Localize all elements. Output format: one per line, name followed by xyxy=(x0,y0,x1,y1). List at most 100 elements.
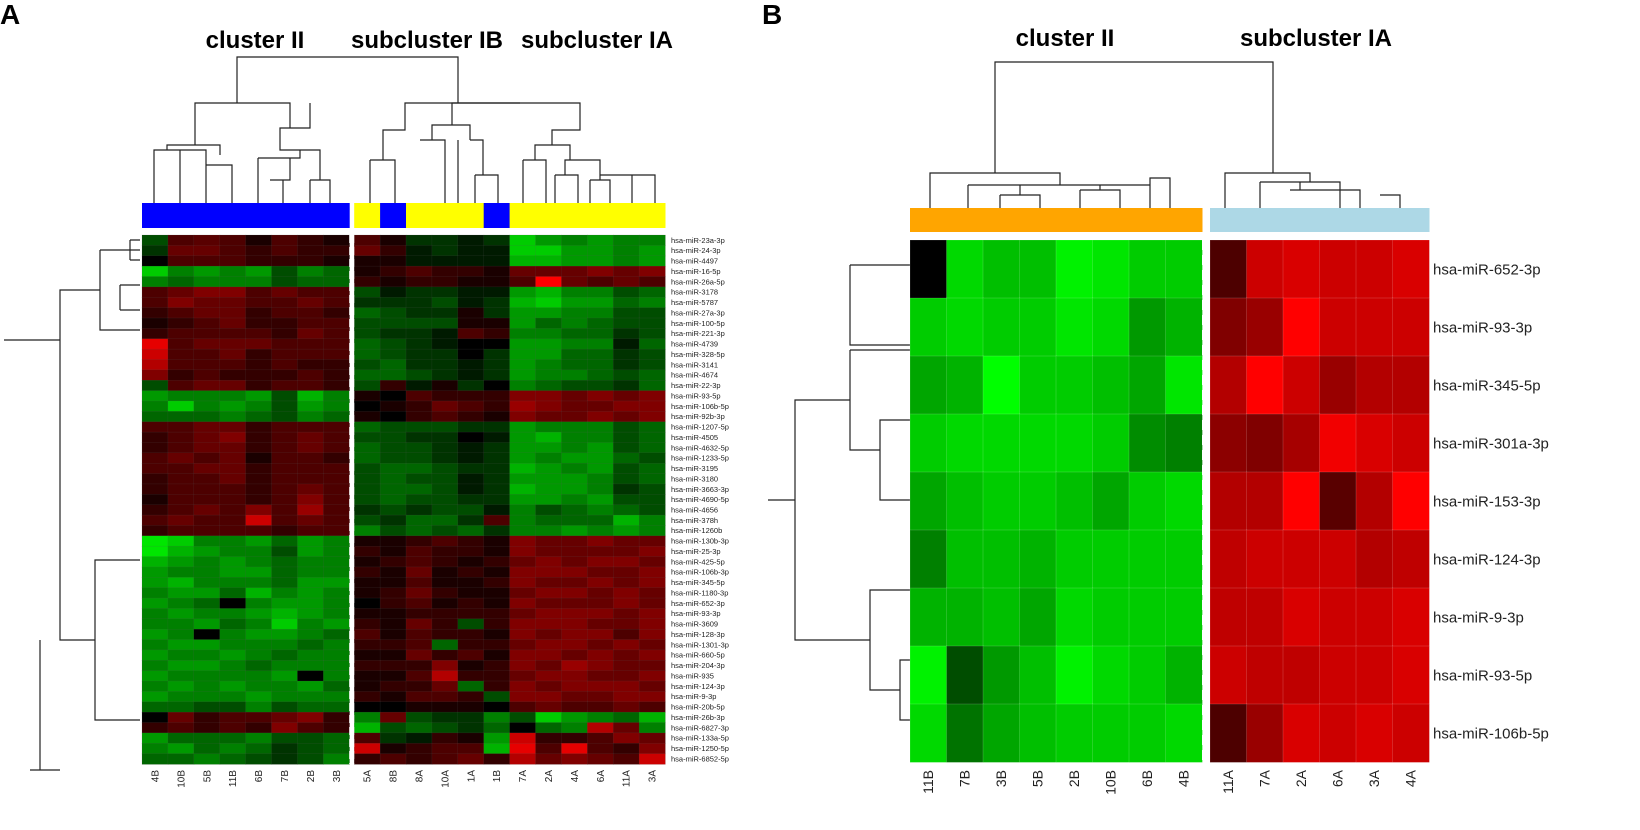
b-heatmap-cell xyxy=(1165,471,1203,531)
panel-a-row-labels: hsa-miR-23a-3phsa-miR-24-3phsa-miR-4497h… xyxy=(671,236,729,764)
b-column-label: 6A xyxy=(1330,769,1346,787)
a-heatmap-cell xyxy=(535,297,562,309)
a-heatmap-cell xyxy=(297,597,324,610)
a-heatmap-cell xyxy=(509,442,537,454)
b-heatmap-cell xyxy=(946,587,984,647)
a-heatmap-cell xyxy=(638,597,666,610)
a-heatmap-cell xyxy=(193,504,221,516)
a-heatmap-cell xyxy=(561,711,588,724)
a-heatmap-cell xyxy=(271,577,298,589)
a-heatmap-cell xyxy=(405,369,433,381)
a-heatmap-cell xyxy=(509,732,537,744)
a-heatmap-cell xyxy=(354,743,381,755)
b-heatmap-cell xyxy=(1165,587,1203,647)
a-heatmap-cell xyxy=(141,680,169,692)
a-heatmap-cell xyxy=(141,380,169,392)
a-heatmap-cell xyxy=(561,473,588,485)
a-heatmap-cell xyxy=(167,462,195,475)
b-heatmap-cell xyxy=(909,239,948,299)
a-heatmap-cell xyxy=(141,452,169,464)
a-heatmap-cell xyxy=(431,628,459,641)
a-heatmap-cell xyxy=(431,338,459,350)
a-heatmap-cell xyxy=(587,276,614,288)
a-heatmap-cell xyxy=(431,400,459,412)
a-heatmap-cell xyxy=(297,421,324,433)
a-heatmap-cell xyxy=(587,732,614,744)
a-heatmap-cell xyxy=(405,442,433,454)
a-heatmap-cell xyxy=(141,525,169,537)
a-heatmap-cell xyxy=(561,276,588,288)
a-heatmap-cell xyxy=(219,297,247,309)
a-heatmap-cell xyxy=(457,276,485,288)
a-heatmap-cell xyxy=(457,411,485,423)
a-heatmap-cell xyxy=(613,608,640,620)
a-heatmap-cell xyxy=(167,380,195,392)
a-heatmap-cell xyxy=(167,711,195,724)
b-heatmap-cell xyxy=(1246,703,1284,763)
a-heatmap-cell xyxy=(561,722,588,734)
a-heatmap-cell xyxy=(245,577,273,589)
a-heatmap-cell xyxy=(457,680,485,692)
a-row-label: hsa-miR-133a-5p xyxy=(671,734,729,743)
a-heatmap-cell xyxy=(271,245,298,257)
a-heatmap-cell xyxy=(219,556,247,568)
a-heatmap-cell xyxy=(379,421,407,433)
a-row-label: hsa-miR-92b-3p xyxy=(671,412,725,421)
a-heatmap-cell xyxy=(483,504,511,516)
a-heatmap-cell xyxy=(379,577,407,589)
a-heatmap-cell xyxy=(483,307,511,319)
a-heatmap-cell xyxy=(219,514,247,527)
b-heatmap-cell xyxy=(1092,645,1130,705)
a-heatmap-cell xyxy=(638,504,666,516)
a-heatmap-cell xyxy=(613,680,640,692)
a-column-label: 5A xyxy=(363,770,374,783)
a-heatmap-cell xyxy=(613,265,640,278)
b-heatmap-cell xyxy=(1209,239,1248,299)
a-heatmap-cell xyxy=(431,307,459,319)
a-heatmap-cell xyxy=(379,431,407,444)
a-heatmap-cell xyxy=(193,556,221,568)
a-heatmap-cell xyxy=(613,452,640,464)
a-heatmap-cell xyxy=(379,660,407,672)
b-heatmap-cell xyxy=(1282,297,1321,357)
a-row-label: hsa-miR-4674 xyxy=(671,371,718,380)
a-heatmap-cell xyxy=(587,649,614,661)
a-heatmap-cell xyxy=(561,317,588,329)
b-row-label: hsa-miR-9-3p xyxy=(1433,609,1524,626)
a-heatmap-cell xyxy=(379,307,407,319)
b-heatmap-cell xyxy=(1092,413,1130,473)
b-heatmap-cell xyxy=(1392,239,1430,299)
a-heatmap-cell xyxy=(483,265,511,278)
a-heatmap-cell xyxy=(219,483,247,495)
a-row-label: hsa-miR-1250-5p xyxy=(671,744,729,753)
b-heatmap-cell xyxy=(982,239,1021,299)
a-heatmap-cell xyxy=(245,722,273,734)
a-heatmap-cell xyxy=(483,483,511,495)
b-column-label: 3A xyxy=(1366,769,1382,787)
a-row-label: hsa-miR-935 xyxy=(671,671,714,680)
a-heatmap-cell xyxy=(354,701,381,713)
a-heatmap-cell xyxy=(379,483,407,495)
a-heatmap-cell xyxy=(271,649,298,661)
a-heatmap-cell xyxy=(431,473,459,485)
a-heatmap-cell xyxy=(297,660,324,672)
a-heatmap-cell xyxy=(271,535,298,547)
a-heatmap-cell xyxy=(354,691,381,703)
a-heatmap-cell xyxy=(535,286,562,298)
a-heatmap-cell xyxy=(431,525,459,537)
a-heatmap-cell xyxy=(354,234,381,246)
a-heatmap-cell xyxy=(323,297,350,309)
a-heatmap-cell xyxy=(638,390,666,402)
b-heatmap-cell xyxy=(1019,413,1057,473)
a-heatmap-cell xyxy=(379,691,407,703)
b-heatmap-cell xyxy=(1282,413,1321,473)
a-heatmap-cell xyxy=(354,390,381,402)
b-heatmap-cell xyxy=(909,587,948,647)
a-heatmap-cell xyxy=(535,307,562,319)
a-heatmap-cell xyxy=(245,307,273,319)
a-group-bar-cell xyxy=(639,203,666,228)
a-heatmap-cell xyxy=(193,307,221,319)
a-heatmap-cell xyxy=(271,431,298,444)
a-heatmap-cell xyxy=(354,255,381,267)
a-heatmap-cell xyxy=(431,462,459,475)
